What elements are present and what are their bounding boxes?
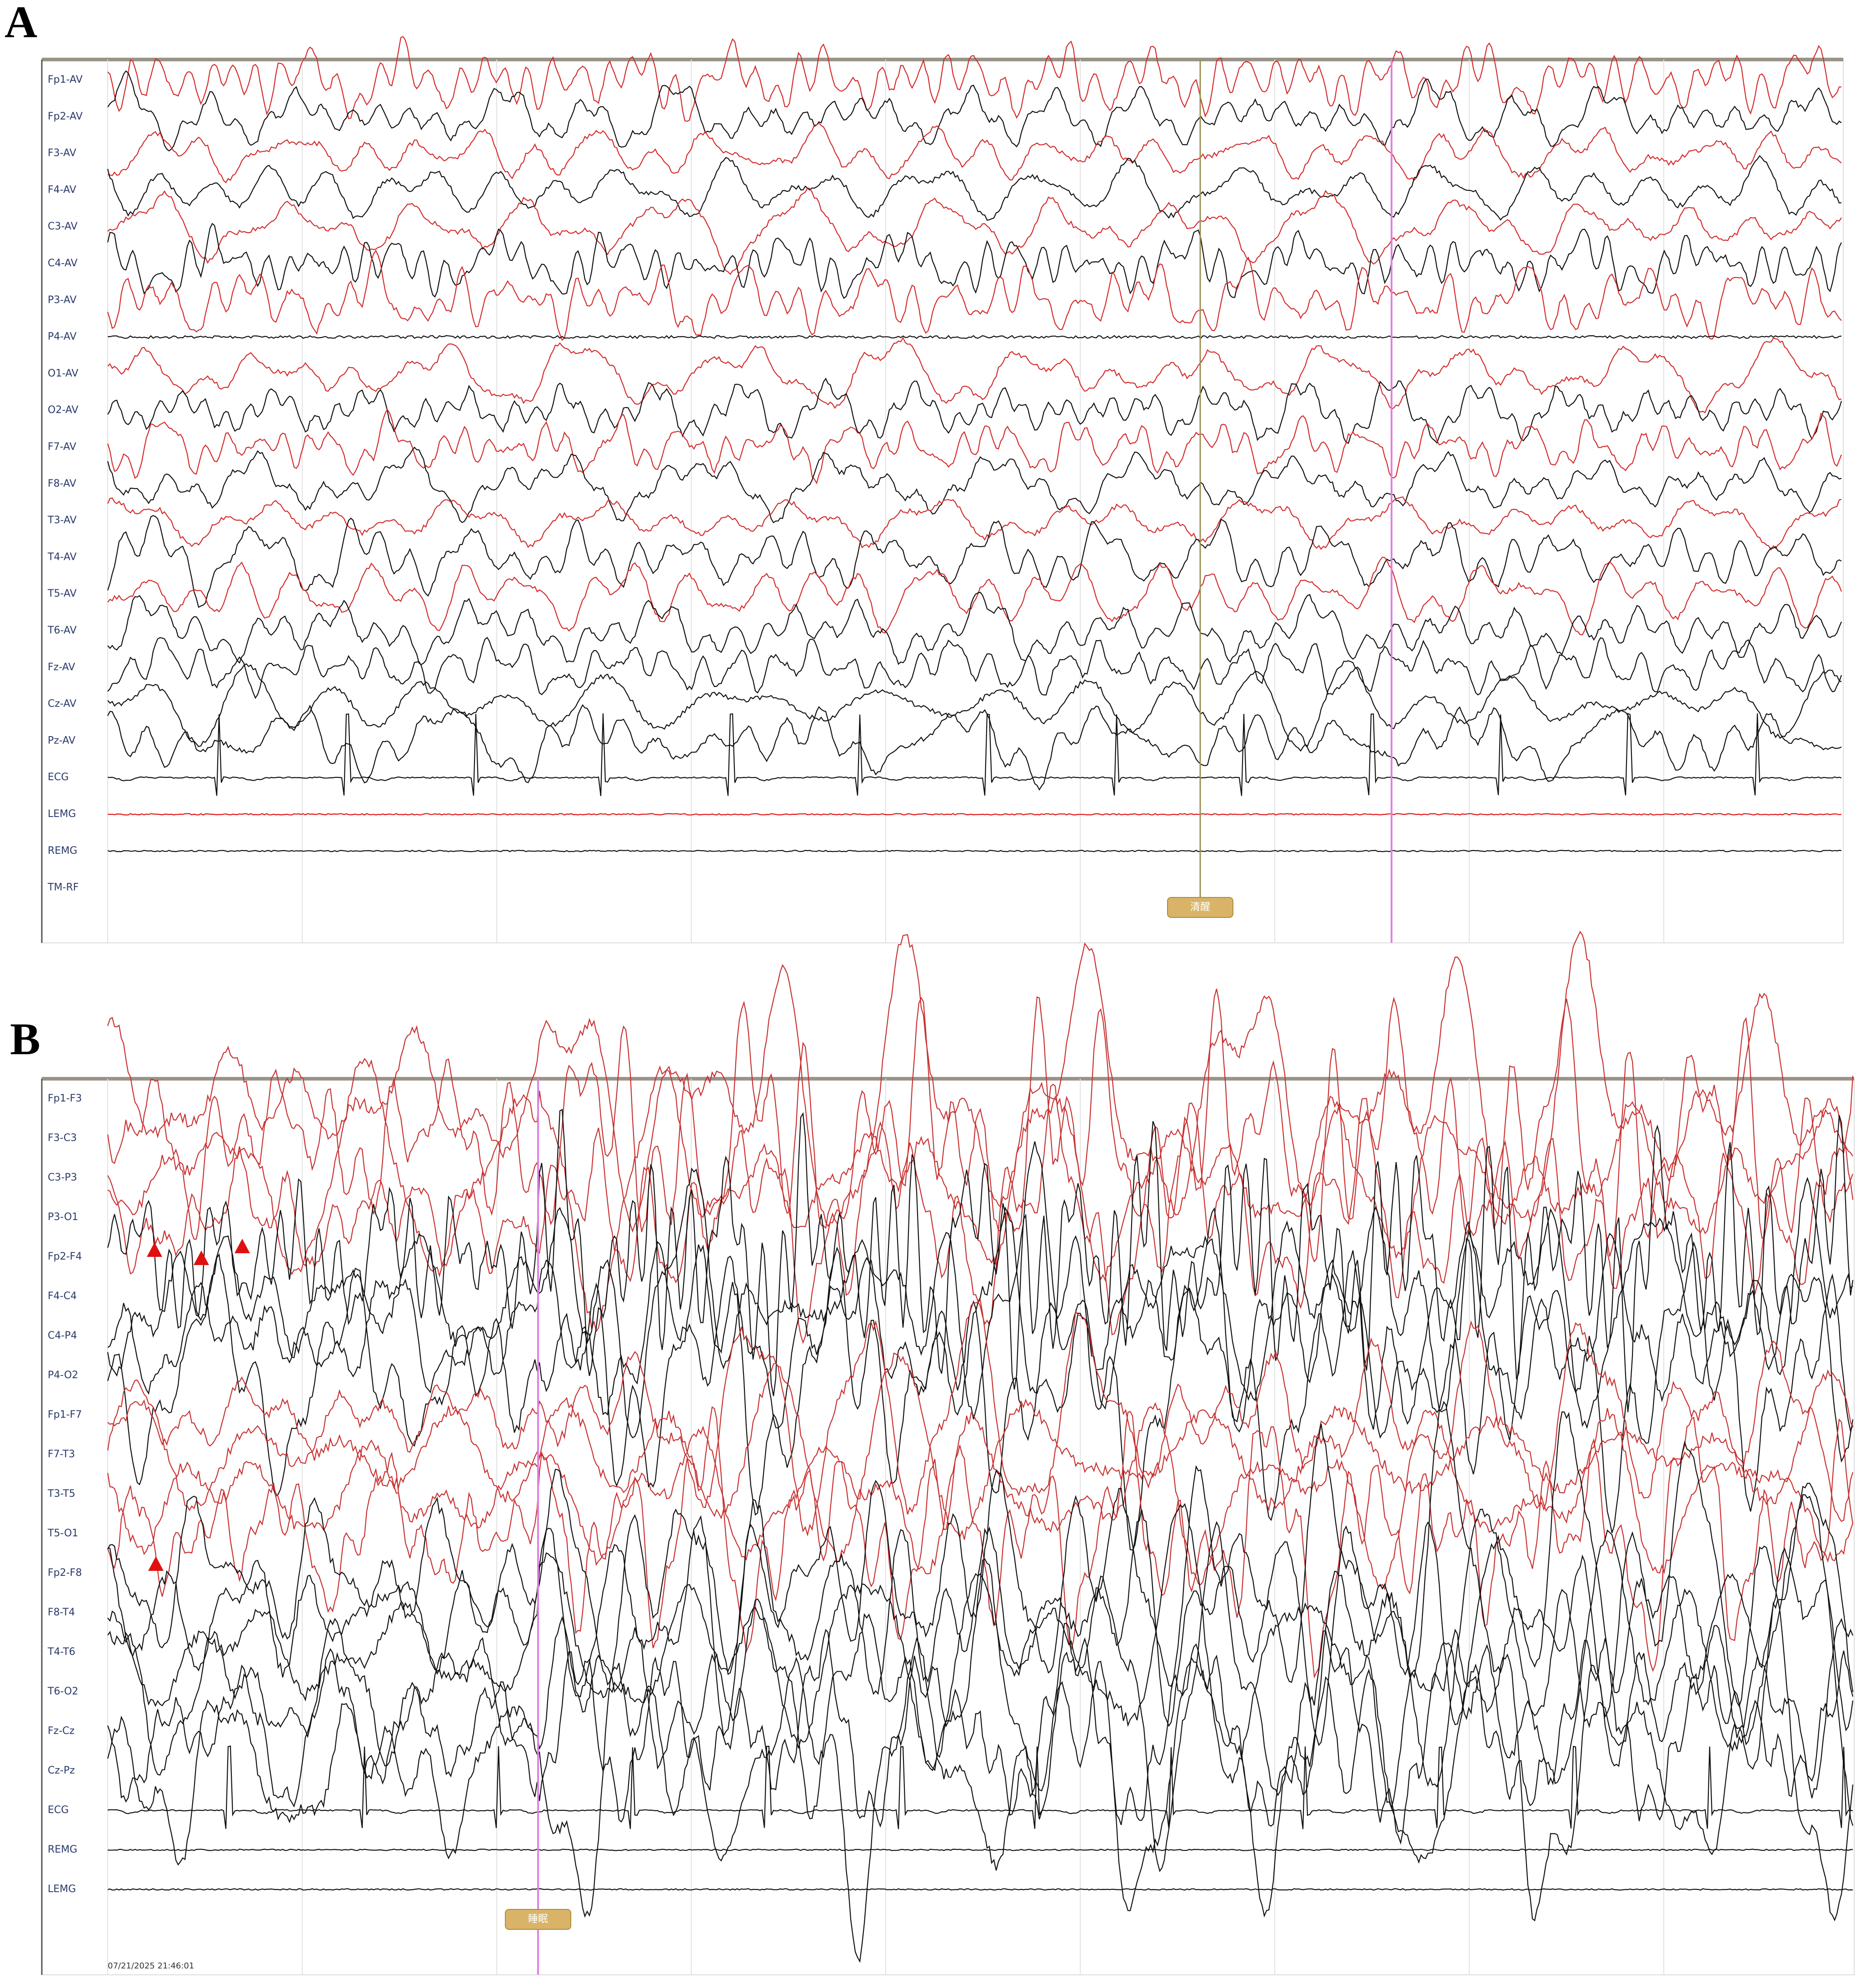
- eeg-panel: Fp1-F3 F3-C3 C3-P3 P3-O1 Fp2-F4 F4-C4 C4-P4 P4-…: [41, 931, 1855, 1975]
- spike-arrow: [234, 1239, 250, 1253]
- eeg-trace: [107, 556, 1842, 636]
- eeg-trace: [107, 1599, 1854, 1963]
- eeg-trace: [107, 1108, 1854, 1413]
- channel-label: Fp2-AV: [48, 111, 83, 122]
- eeg-trace: [107, 813, 1842, 816]
- panel-label: B: [10, 1014, 40, 1064]
- spike-arrow: [194, 1251, 209, 1265]
- eeg-trace: [107, 988, 1854, 1263]
- channel-label: Fp1-F7: [48, 1409, 82, 1420]
- channel-label: P3-AV: [48, 294, 76, 306]
- channel-label: T3-AV: [47, 515, 77, 526]
- eeg-trace: [107, 1888, 1853, 1891]
- event-marker: [1167, 897, 1233, 918]
- eeg-trace: [107, 1206, 1854, 1463]
- channel-label: TM-RF: [47, 882, 79, 893]
- channel-label: Fp2-F4: [48, 1251, 82, 1262]
- eeg-trace: [107, 446, 1842, 523]
- channel-label: REMG: [48, 845, 77, 857]
- eeg-trace: [107, 515, 1842, 608]
- channel-label: Fz-Cz: [48, 1725, 75, 1737]
- channel-label: LEMG: [48, 808, 76, 820]
- channel-label: ECG: [48, 772, 69, 783]
- channel-label: F4-C4: [48, 1290, 77, 1302]
- channel-label: T3-T5: [47, 1488, 75, 1500]
- eeg-trace: [107, 70, 1842, 152]
- channel-label: T6-AV: [47, 625, 77, 636]
- eeg-trace: [107, 592, 1842, 665]
- channel-label: LEMG: [48, 1883, 76, 1895]
- eeg-trace: [107, 1623, 1854, 1845]
- eeg-trace: [107, 660, 1842, 752]
- channel-label: Fp1-F3: [48, 1093, 82, 1104]
- eeg-trace: [107, 377, 1842, 444]
- channel-label: O1-AV: [48, 368, 78, 379]
- eeg-trace: [107, 1745, 1853, 1829]
- channel-label: Cz-Pz: [48, 1765, 75, 1776]
- eeg-trace: [107, 1352, 1854, 1563]
- channel-label: REMG: [48, 1844, 77, 1855]
- eeg-trace: [107, 336, 1842, 414]
- event-marker-label: 睡眠: [528, 1913, 548, 1925]
- channel-label: T4-T6: [47, 1646, 75, 1658]
- eeg-trace: [107, 335, 1842, 339]
- channel-label: C4-P4: [48, 1330, 77, 1341]
- eeg-trace: [107, 1509, 1854, 1746]
- eeg-trace: [107, 712, 1842, 797]
- channel-label: F4-AV: [48, 184, 76, 195]
- eeg-trace: [107, 187, 1842, 275]
- channel-label: T6-O2: [47, 1686, 78, 1697]
- channel-label: F3-AV: [48, 148, 76, 159]
- channel-label: F3-C3: [48, 1132, 77, 1144]
- eeg-trace: [107, 1406, 1854, 1679]
- channel-label: C3-AV: [48, 221, 78, 232]
- spike-arrow: [148, 1556, 164, 1571]
- eeg-trace: [107, 1521, 1854, 1873]
- channel-label: T4-AV: [47, 551, 77, 563]
- eeg-trace: [107, 122, 1842, 184]
- spike-arrow: [147, 1242, 162, 1257]
- eeg-trace: [107, 637, 1842, 699]
- timestamp: 07/21/2025 21:46:01: [108, 1961, 194, 1971]
- eeg-trace: [107, 223, 1842, 299]
- eeg-trace: [107, 850, 1842, 852]
- channel-label: P4-O2: [48, 1370, 78, 1381]
- eeg-panel: Fp1-AV Fp2-AV F3-AV F4-AV C3-AV C4-AV P3-AV P4-…: [41, 36, 1844, 943]
- channel-label: Fz-AV: [48, 662, 75, 673]
- eeg-trace: [107, 931, 1853, 1233]
- channel-label: T5-AV: [47, 588, 77, 599]
- eeg-trace: [107, 704, 1842, 791]
- eeg-trace: [107, 1083, 1854, 1344]
- eeg-trace: [107, 1207, 1854, 1551]
- eeg-trace: [107, 1299, 1854, 1537]
- panel-label: A: [5, 0, 37, 47]
- eeg-trace: [107, 496, 1842, 551]
- channel-label: F8-AV: [48, 478, 76, 489]
- channel-label: C4-AV: [48, 258, 78, 269]
- channel-label: P3-O1: [48, 1211, 78, 1223]
- channel-label: Cz-AV: [48, 698, 76, 710]
- channel-label: ECG: [48, 1804, 69, 1816]
- eeg-trace: [107, 1058, 1854, 1333]
- eeg-trace: [107, 1494, 1854, 1826]
- channel-label: Fp1-AV: [48, 74, 83, 85]
- eeg-trace: [107, 408, 1842, 485]
- eeg-trace: [107, 1141, 1853, 1439]
- channel-label: Pz-AV: [48, 735, 75, 746]
- event-marker: [505, 1909, 571, 1930]
- channel-label: F8-T4: [48, 1607, 75, 1618]
- eeg-trace: [107, 1848, 1853, 1851]
- channel-label: F7-T3: [48, 1449, 75, 1460]
- channel-label: Fp2-F8: [48, 1567, 82, 1579]
- channel-label: F7-AV: [48, 441, 76, 453]
- channel-label: O2-AV: [48, 404, 78, 416]
- channel-label: P4-AV: [48, 331, 76, 343]
- eeg-trace: [107, 249, 1842, 341]
- channel-label: T5-O1: [47, 1528, 78, 1539]
- event-marker-label: 清醒: [1190, 902, 1210, 913]
- eeg-trace: [107, 155, 1842, 221]
- channel-label: C3-P3: [48, 1172, 77, 1183]
- eeg-trace: [107, 36, 1842, 122]
